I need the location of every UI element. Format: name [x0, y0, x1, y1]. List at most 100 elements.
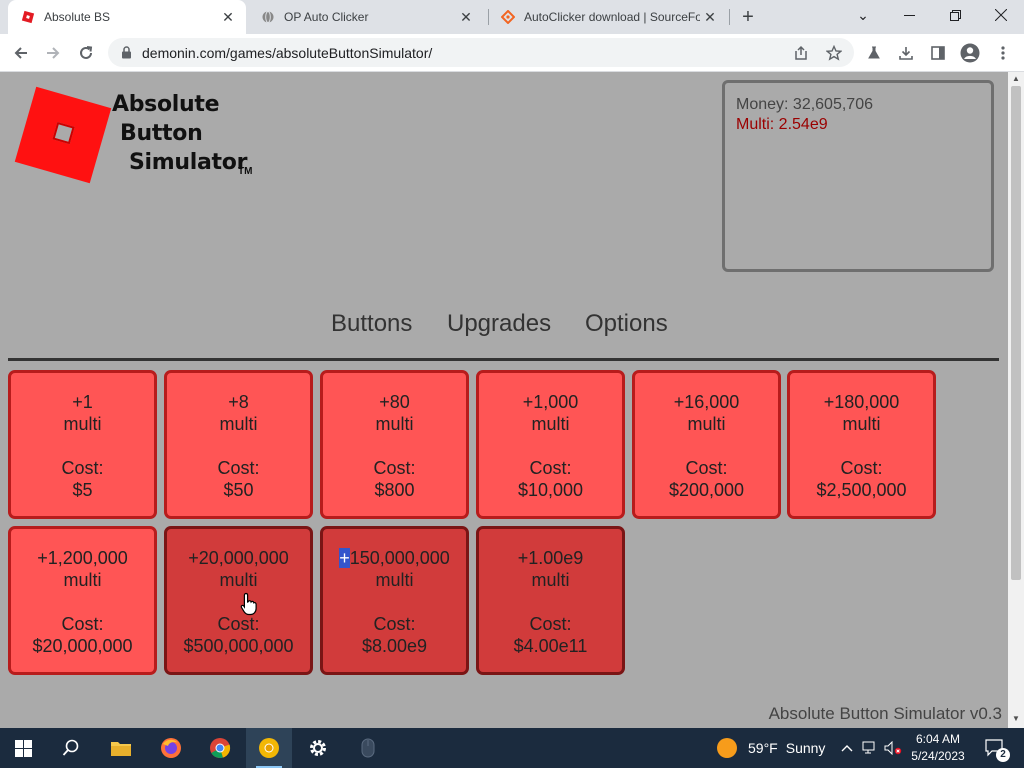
tab-separator	[488, 9, 489, 25]
gain-amount-rest: 150,000,000	[349, 548, 450, 568]
gain-unit: multi	[219, 414, 258, 434]
windows-start-icon[interactable]	[0, 728, 46, 768]
network-icon[interactable]	[860, 728, 880, 768]
browser-tab-strip: Absolute BS ✕ OP Auto Clicker ✕ AutoClic…	[0, 0, 1024, 34]
cost-value: $500,000,000	[183, 636, 294, 656]
back-button[interactable]	[8, 40, 34, 66]
firefox-icon[interactable]	[148, 728, 194, 768]
scrollbar-thumb[interactable]	[1011, 86, 1021, 580]
file-explorer-icon[interactable]	[98, 728, 144, 768]
game-page: Absolute Button Simulator TM Money: 32,6…	[0, 72, 1008, 728]
tab-absolute-bs[interactable]: Absolute BS ✕	[8, 0, 246, 34]
settings-gear-icon[interactable]	[295, 728, 341, 768]
tab-op-auto-clicker[interactable]: OP Auto Clicker ✕	[248, 0, 484, 34]
clock[interactable]: 6:04 AM 5/24/2023	[900, 731, 976, 765]
sourceforge-icon	[500, 9, 516, 25]
new-tab-button[interactable]: +	[742, 5, 754, 28]
tab-options[interactable]: Options	[585, 310, 668, 337]
gain-amount: +1,000	[522, 392, 579, 412]
multi-button-2[interactable]: +8 multi Cost: $50	[164, 370, 313, 519]
cost-label: Cost:	[840, 458, 883, 478]
multi-button-6[interactable]: +180,000 multi Cost: $2,500,000	[787, 370, 936, 519]
tab-title: Absolute BS	[44, 10, 111, 24]
gain-unit: multi	[63, 570, 102, 590]
volume-muted-icon[interactable]	[882, 728, 904, 768]
logo-text-line2: Button	[120, 121, 203, 146]
multi-button-7[interactable]: +1,200,000 multi Cost: $20,000,000	[8, 526, 157, 675]
nav-divider	[8, 358, 999, 361]
multi-button-1[interactable]: +1 multi Cost: $5	[8, 370, 157, 519]
clock-date: 5/24/2023	[911, 749, 965, 763]
gain-amount: +20,000,000	[188, 548, 289, 568]
game-logo: Absolute Button Simulator TM	[14, 86, 266, 188]
profile-avatar-icon[interactable]	[957, 40, 983, 66]
multi-display: Multi: 2.54e9	[736, 116, 828, 133]
lock-icon[interactable]	[118, 46, 134, 59]
gain-amount: +1	[72, 392, 93, 412]
chevron-up-icon[interactable]	[838, 728, 856, 768]
close-tab-icon[interactable]: ✕	[222, 8, 234, 25]
tab-autoclicker-sourceforge[interactable]: AutoClicker download | SourceFo ✕	[488, 0, 728, 34]
cost-value: $800	[374, 480, 415, 500]
gain-amount: +16,000	[673, 392, 740, 412]
multi-button-4[interactable]: +1,000 multi Cost: $10,000	[476, 370, 625, 519]
notification-count-badge: 2	[996, 748, 1010, 762]
reload-button[interactable]	[73, 40, 99, 66]
globe-icon	[260, 9, 276, 25]
close-window-button[interactable]	[978, 0, 1024, 30]
side-panel-icon[interactable]	[925, 40, 951, 66]
bookmark-star-icon[interactable]	[821, 40, 847, 66]
kebab-menu-icon[interactable]	[990, 40, 1016, 66]
cost-value: $10,000	[517, 480, 584, 500]
cost-label: Cost:	[529, 614, 572, 634]
cost-value: $4.00e11	[513, 636, 588, 656]
cost-label: Cost:	[61, 458, 104, 478]
cost-value: $50	[223, 480, 254, 500]
close-tab-icon[interactable]: ✕	[704, 8, 716, 25]
search-icon[interactable]	[48, 728, 94, 768]
url-text: demonin.com/games/absoluteButtonSimulato…	[142, 44, 433, 61]
minimize-button[interactable]	[886, 0, 932, 30]
active-app-indicator	[256, 766, 282, 768]
gain-amount: +180,000	[823, 392, 900, 412]
restore-button[interactable]	[932, 0, 978, 30]
multi-button-9[interactable]: +150,000,000 multi Cost: $8.00e9	[320, 526, 469, 675]
cost-value: $2,500,000	[816, 480, 907, 500]
labs-flask-icon[interactable]	[861, 40, 887, 66]
sun-icon	[717, 738, 737, 758]
multi-button-3[interactable]: +80 multi Cost: $800	[320, 370, 469, 519]
cost-value: $200,000	[668, 480, 745, 500]
weather-widget[interactable]: 59°F Sunny	[716, 728, 825, 768]
gain-unit: multi	[63, 414, 102, 434]
chrome-icon[interactable]	[197, 728, 243, 768]
weather-description: Sunny	[785, 740, 826, 756]
multi-button-8[interactable]: +20,000,000 multi Cost: $500,000,000	[164, 526, 313, 675]
address-bar[interactable]: demonin.com/games/absoluteButtonSimulato…	[108, 38, 854, 67]
share-icon[interactable]	[788, 40, 814, 66]
tab-search-chevron-down-icon[interactable]: ⌄	[857, 6, 869, 23]
notification-center-icon[interactable]: 2	[980, 728, 1010, 768]
stats-panel: Money: 32,605,706 Multi: 2.54e9	[722, 80, 994, 272]
money-display: Money: 32,605,706	[736, 96, 873, 113]
version-label: Absolute Button Simulator v0.3	[768, 704, 1002, 723]
tab-buttons[interactable]: Buttons	[331, 310, 413, 337]
gain-unit: multi	[531, 570, 570, 590]
gain-amount: +150,000,000	[323, 547, 466, 569]
multi-button-5[interactable]: +16,000 multi Cost: $200,000	[632, 370, 781, 519]
chrome-canary-icon[interactable]	[246, 728, 292, 768]
forward-button[interactable]	[40, 40, 66, 66]
cost-value: $20,000,000	[32, 636, 133, 656]
clock-time: 6:04 AM	[915, 732, 961, 746]
gain-unit: multi	[842, 414, 881, 434]
cost-label: Cost:	[373, 614, 416, 634]
page-scrollbar[interactable]: ▲ ▼	[1008, 72, 1024, 728]
scroll-up-arrow-icon[interactable]: ▲	[1012, 74, 1020, 83]
gain-unit: multi	[375, 414, 414, 434]
close-tab-icon[interactable]: ✕	[460, 8, 472, 25]
download-icon[interactable]	[893, 40, 919, 66]
scroll-down-arrow-icon[interactable]: ▼	[1012, 714, 1020, 723]
multi-button-10[interactable]: +1.00e9 multi Cost: $4.00e11	[476, 526, 625, 675]
cost-label: Cost:	[529, 458, 572, 478]
tab-upgrades[interactable]: Upgrades	[447, 310, 552, 337]
mouse-app-icon[interactable]	[345, 728, 391, 768]
